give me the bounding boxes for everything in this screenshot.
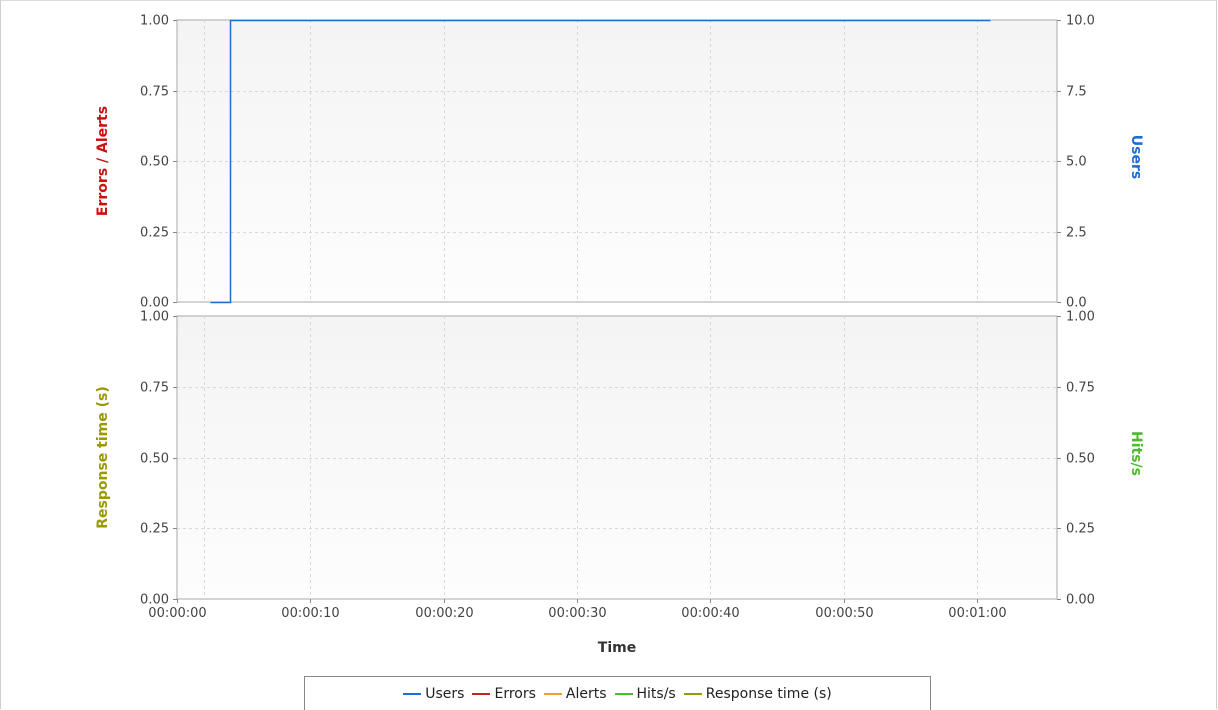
legend-label: Errors [494,685,536,702]
legend-item-errors: Errors [472,685,536,702]
x-tick-label: 00:00:10 [281,606,339,621]
left-tick-label: 0.75 [140,381,169,396]
x-tick-label: 00:01:00 [948,606,1006,621]
left-axis-title: Response time (s) [95,386,111,529]
right-tick-label: 0.50 [1066,452,1095,467]
right-tick-label: 0.75 [1066,381,1095,396]
x-axis-title: Time [598,640,636,656]
right-tick-label: 5.0 [1066,155,1087,170]
right-tick-label: 10.0 [1066,14,1095,29]
legend-item-response-time-s: Response time (s) [683,685,832,702]
right-axis-title: Users [1128,135,1144,179]
x-tick-label: 00:00:20 [415,606,473,621]
legend-swatch [403,692,422,695]
right-axis-title: Hits/s [1128,431,1144,476]
legend-swatch [614,692,633,695]
right-tick-label: 1.00 [1066,310,1095,325]
left-tick-label: 0.25 [140,226,169,241]
plot-area-bottom [176,315,1058,600]
legend-item-hits-s: Hits/s [614,685,676,702]
legend-swatch [683,692,702,695]
legend-label: Response time (s) [705,685,832,702]
left-tick-label: 1.00 [140,14,169,29]
legend-label: Hits/s [636,685,676,702]
left-tick-label: 0.50 [140,452,169,467]
x-tick-label: 00:00:40 [681,606,739,621]
x-tick-label: 00:00:00 [148,606,206,621]
right-tick-label: 0.00 [1066,593,1095,608]
right-tick-label: 2.5 [1066,226,1087,241]
left-tick-label: 1.00 [140,310,169,325]
legend-label: Alerts [565,685,607,702]
legend-item-users: Users [403,686,464,702]
right-tick-label: 7.5 [1066,85,1087,100]
right-tick-label: 0.0 [1066,296,1087,311]
x-tick-label: 00:00:50 [815,606,873,621]
legend-label: Users [425,685,465,702]
left-tick-label: 0.75 [140,85,169,100]
legend-swatch [472,692,491,695]
left-tick-label: 0.00 [140,593,169,608]
right-tick-label: 0.25 [1066,522,1095,537]
left-tick-label: 0.25 [140,522,169,537]
legend-item-alerts: Alerts [543,685,607,702]
left-axis-title: Errors / Alerts [95,106,111,216]
chart-legend: Users Errors Alerts Hits/s Response time (s) [304,676,931,710]
legend-swatch [543,692,562,695]
x-tick-label: 00:00:30 [548,606,606,621]
left-tick-label: 0.50 [140,155,169,170]
series-line-users [210,19,991,304]
left-tick-label: 0.00 [140,296,169,311]
